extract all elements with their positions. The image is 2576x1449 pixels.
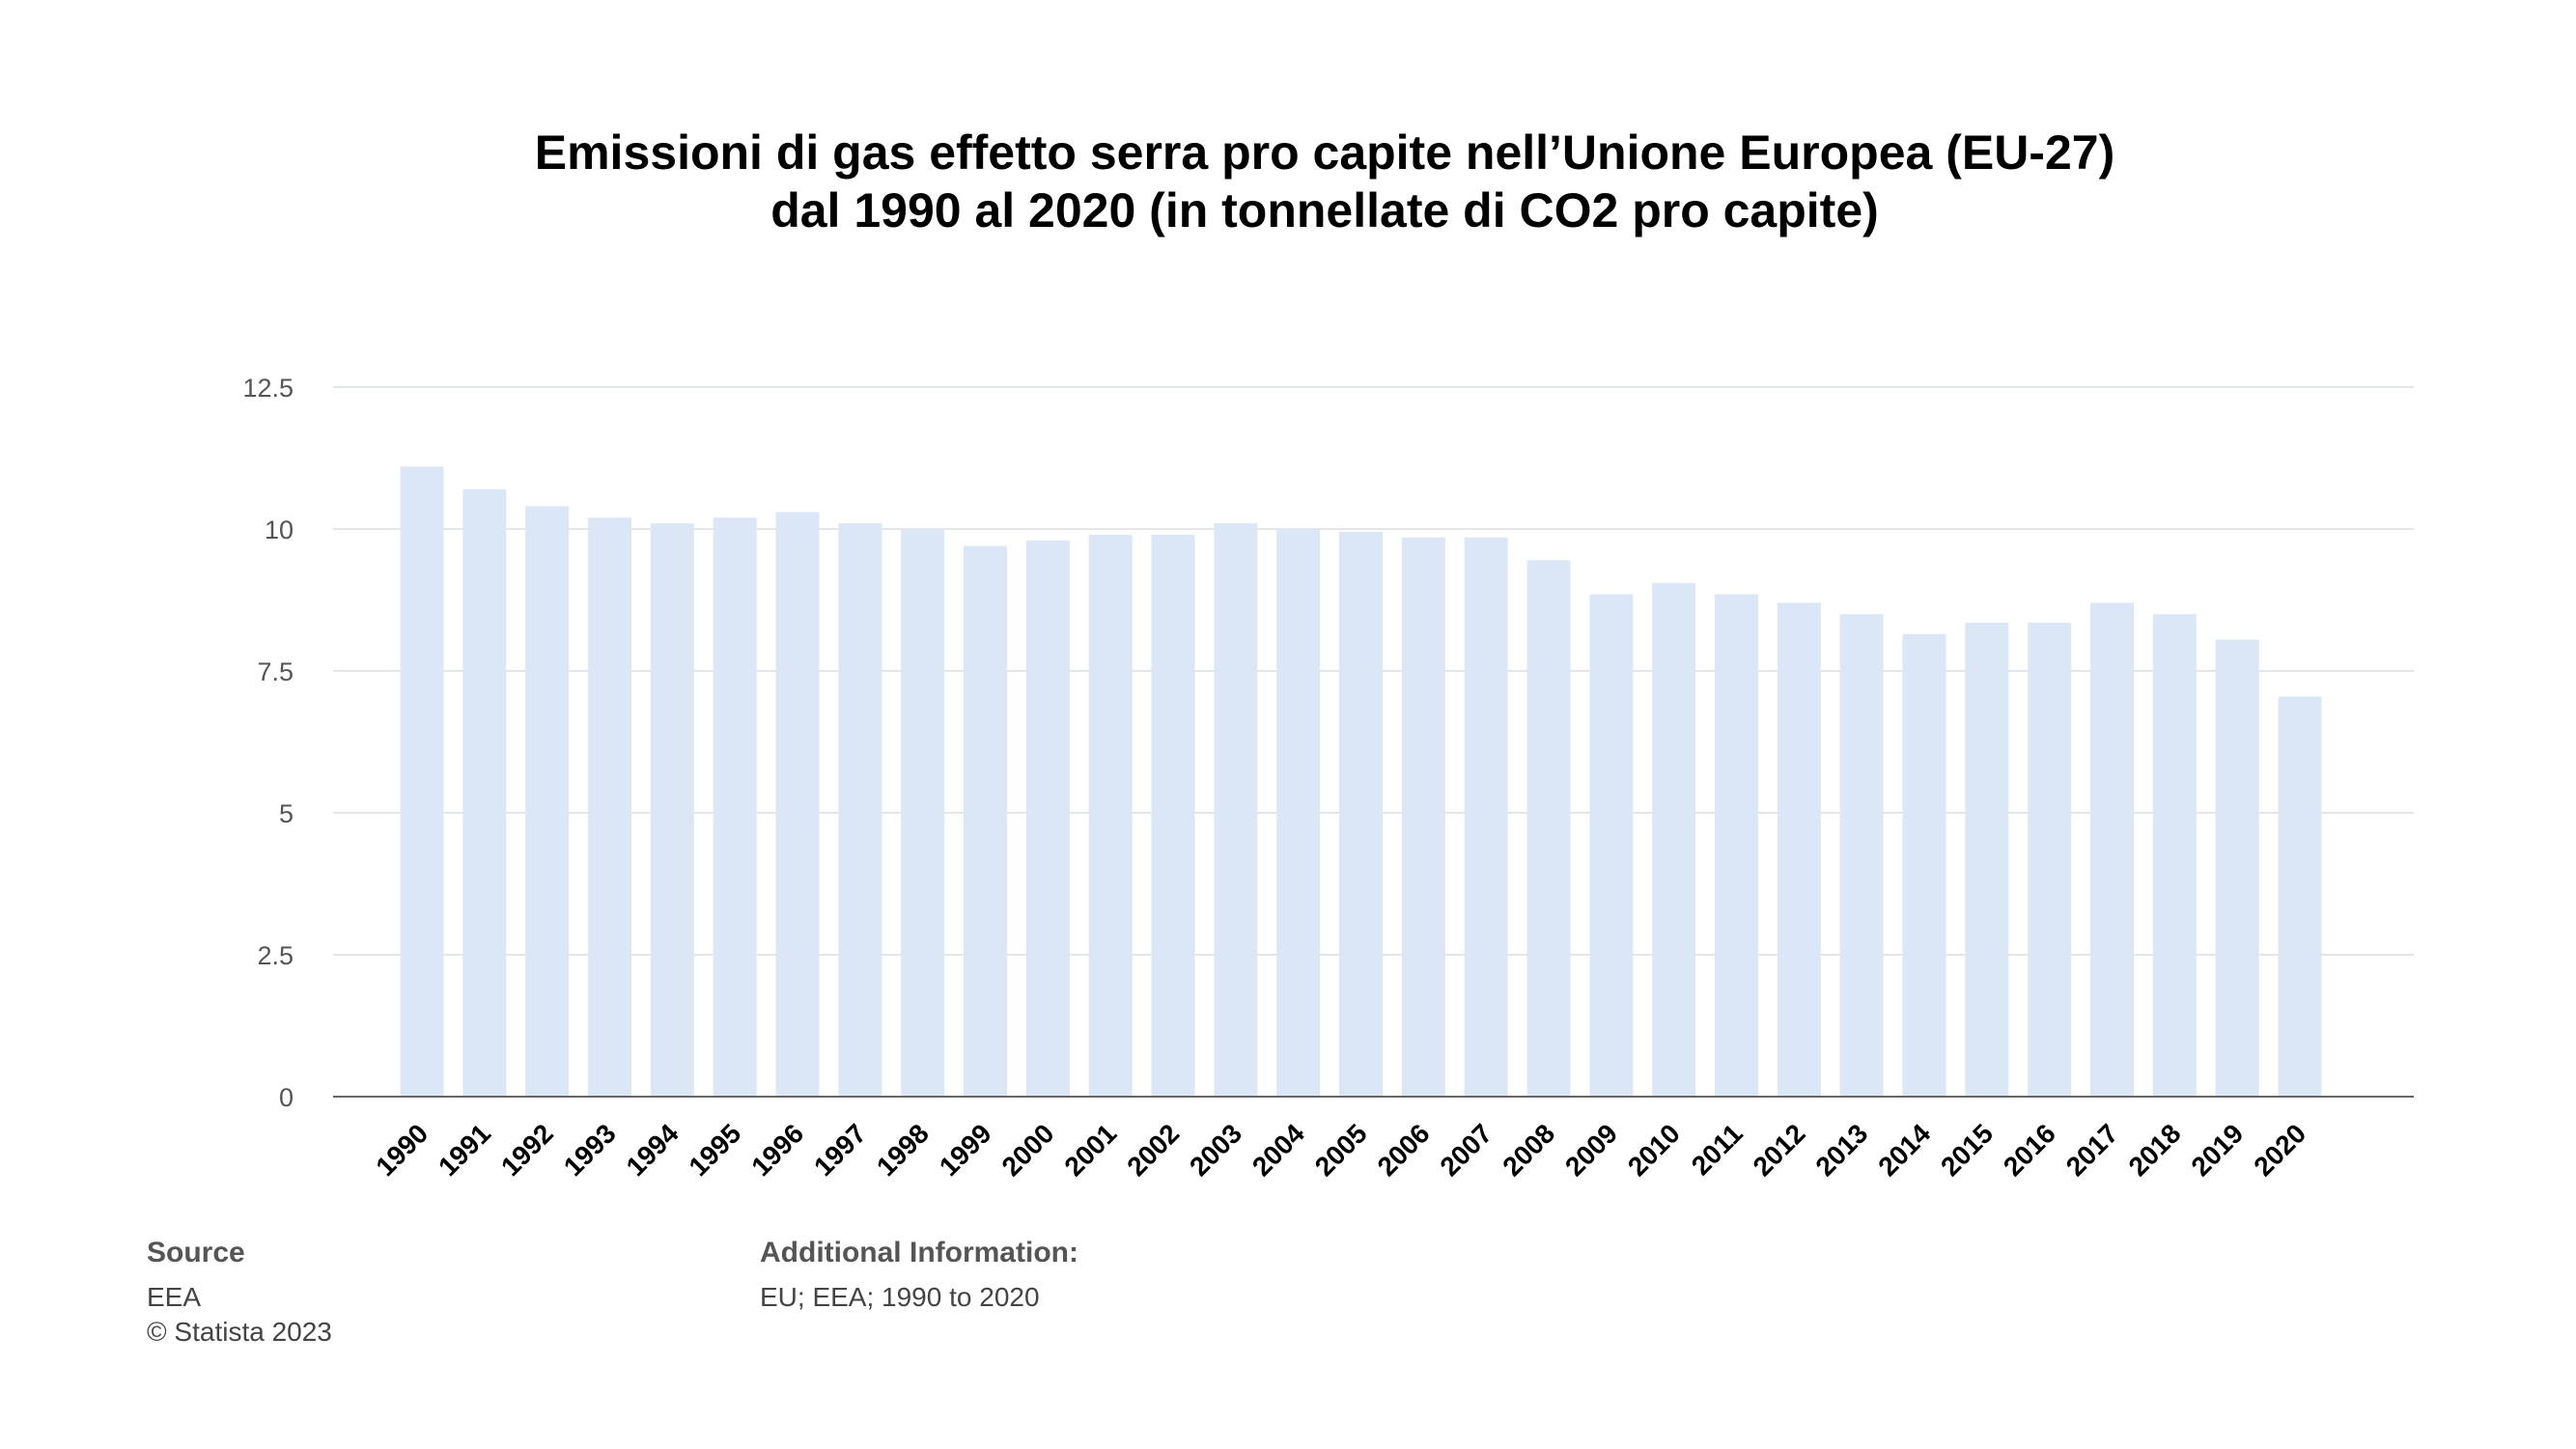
x-tick-label: 2019	[2185, 1118, 2249, 1182]
x-tick-label: 1997	[808, 1118, 872, 1182]
bar-2015[interactable]	[1965, 623, 2009, 1097]
bar-2019[interactable]	[2215, 639, 2259, 1097]
y-tick-label: 5	[279, 799, 294, 828]
y-tick-label: 7.5	[257, 657, 294, 686]
bar-1993[interactable]	[588, 517, 631, 1097]
bar-2006[interactable]	[1401, 537, 1445, 1097]
bar-2009[interactable]	[1589, 594, 1634, 1097]
x-tick-label: 2004	[1246, 1118, 1310, 1182]
x-tick-label: 2009	[1559, 1118, 1623, 1182]
bar-1994[interactable]	[650, 523, 694, 1097]
bar-2018[interactable]	[2152, 614, 2197, 1097]
x-tick-label: 1994	[621, 1118, 685, 1182]
x-tick-label: 1990	[370, 1118, 434, 1182]
x-tick-label: 2014	[1872, 1118, 1936, 1182]
x-tick-labels: 1990199119921993199419951996199719981999…	[370, 1118, 2311, 1182]
x-tick-label: 1993	[558, 1118, 622, 1182]
source-line-2: © Statista 2023	[147, 1317, 332, 1347]
x-tick-label: 2015	[1935, 1118, 1999, 1182]
y-tick-label: 0	[279, 1083, 294, 1112]
x-tick-label: 2007	[1434, 1118, 1498, 1182]
bar-2003[interactable]	[1214, 523, 1258, 1097]
bar-2008[interactable]	[1526, 560, 1571, 1097]
x-tick-label: 2006	[1372, 1118, 1436, 1182]
bar-1990[interactable]	[400, 466, 444, 1097]
bar-2007[interactable]	[1464, 537, 1508, 1097]
x-tick-label: 2018	[2123, 1118, 2187, 1182]
x-tick-label: 2002	[1121, 1118, 1185, 1182]
bar-layer	[400, 466, 2322, 1098]
source-line-1: EEA	[147, 1282, 202, 1312]
y-tick-label: 12.5	[242, 374, 294, 403]
x-tick-label: 2020	[2248, 1118, 2311, 1182]
x-tick-label: 2016	[1998, 1118, 2061, 1182]
additional-info-text: EU; EEA; 1990 to 2020	[760, 1282, 1040, 1312]
x-tick-label: 2008	[1497, 1118, 1560, 1182]
x-tick-label: 2017	[2060, 1118, 2124, 1182]
x-tick-label: 1995	[683, 1118, 746, 1182]
bar-2010[interactable]	[1652, 582, 1696, 1097]
bar-1997[interactable]	[838, 523, 882, 1097]
bar-2014[interactable]	[1902, 633, 1946, 1097]
bar-2020[interactable]	[2278, 696, 2322, 1097]
source-text: EEA © Statista 2023	[147, 1280, 332, 1350]
bar-2000[interactable]	[1025, 540, 1070, 1097]
y-tick-label: 2.5	[257, 941, 294, 970]
bar-2002[interactable]	[1151, 534, 1195, 1097]
source-label: Source	[147, 1237, 245, 1268]
bar-2001[interactable]	[1088, 534, 1133, 1097]
x-tick-label: 2010	[1622, 1118, 1686, 1182]
bar-2013[interactable]	[1839, 614, 1884, 1097]
bar-2012[interactable]	[1777, 602, 1821, 1097]
x-tick-label: 2000	[996, 1118, 1060, 1182]
additional-info-label: Additional Information:	[760, 1237, 1078, 1268]
bar-1996[interactable]	[775, 512, 820, 1097]
bar-2011[interactable]	[1715, 594, 1758, 1097]
x-tick-label: 1991	[433, 1118, 496, 1182]
x-tick-label: 2003	[1184, 1118, 1247, 1182]
bar-1991[interactable]	[462, 488, 507, 1098]
x-tick-label: 2012	[1748, 1118, 1811, 1182]
x-tick-label: 2005	[1309, 1118, 1373, 1182]
bar-2005[interactable]	[1339, 531, 1383, 1097]
chart-title: Emissioni di gas effetto serra pro capit…	[0, 124, 2576, 239]
chart-title-line-2: dal 1990 al 2020 (in tonnellate di CO2 p…	[770, 183, 1879, 237]
chart-title-line-1: Emissioni di gas effetto serra pro capit…	[534, 125, 2115, 180]
x-tick-label: 1996	[745, 1118, 809, 1182]
bar-1995[interactable]	[713, 517, 757, 1097]
x-tick-label: 1998	[871, 1118, 935, 1182]
bar-1992[interactable]	[525, 506, 570, 1097]
x-tick-label: 2013	[1809, 1118, 1873, 1182]
bar-1999[interactable]	[964, 545, 1007, 1097]
y-tick-labels: 0 2.5 5 7.5 10 12.5	[242, 374, 294, 1112]
bar-2016[interactable]	[2028, 623, 2072, 1097]
x-tick-label: 2001	[1058, 1118, 1122, 1182]
bar-2017[interactable]	[2090, 602, 2134, 1097]
x-tick-label: 2011	[1686, 1118, 1749, 1181]
y-tick-label: 10	[265, 516, 294, 544]
x-tick-label: 1999	[934, 1118, 997, 1182]
bar-1998[interactable]	[901, 529, 945, 1097]
x-tick-label: 1992	[495, 1118, 559, 1182]
bar-2004[interactable]	[1276, 529, 1321, 1097]
